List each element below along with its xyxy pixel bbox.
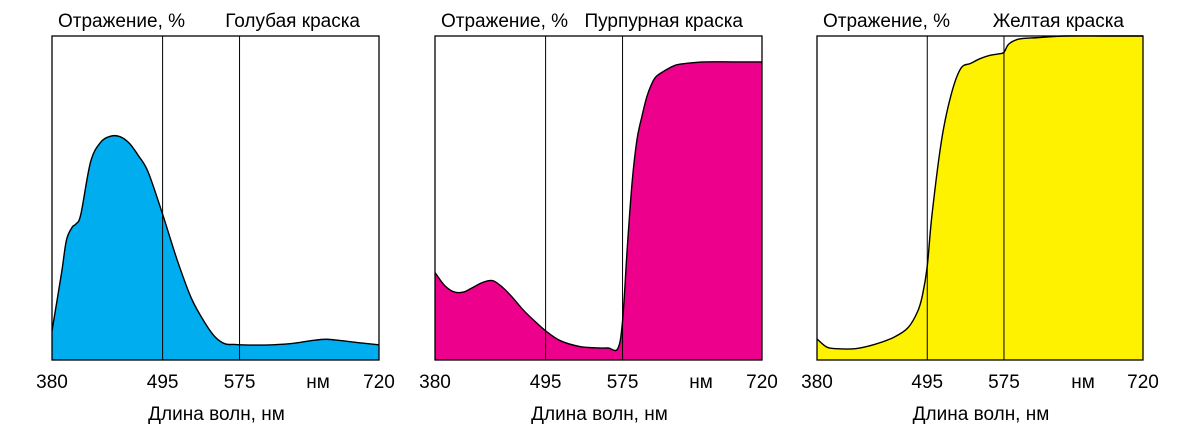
y-axis-label: Отражение, % — [58, 11, 185, 32]
x-tick-label: 720 — [1127, 372, 1159, 393]
x-tick-label: 495 — [147, 372, 179, 393]
x-tick-label: 575 — [224, 372, 256, 393]
chart-title: Желтая краска — [993, 11, 1125, 32]
chart-title: Голубая краска — [225, 11, 360, 32]
x-tick-label: 380 — [36, 372, 68, 393]
plot-frame — [434, 35, 763, 361]
reflectance-curve — [51, 134, 380, 346]
x-tick-label: 720 — [363, 372, 395, 393]
x-axis-label: Длина волн, нм — [913, 404, 1050, 425]
x-unit-label: нм — [306, 372, 330, 393]
x-axis-label: Длина волн, нм — [531, 404, 668, 425]
x-tick-label: 380 — [801, 372, 833, 393]
reflectance-area — [435, 61, 762, 361]
reflectance-curve — [816, 35, 1143, 350]
chart-panel-3: Отражение, % Желтая краска 380 495 575 720 нм Д… — [801, 11, 1159, 425]
chart-title: Пурпурная краска — [584, 11, 743, 32]
plot-frame — [51, 35, 380, 361]
x-tick-label: 495 — [911, 372, 943, 393]
x-unit-label: нм — [689, 372, 713, 393]
y-axis-label: Отражение, % — [823, 11, 950, 32]
x-tick-label: 720 — [746, 372, 778, 393]
x-tick-label: 575 — [988, 372, 1020, 393]
x-unit-label: нм — [1071, 372, 1095, 393]
reflectance-curve — [434, 61, 762, 352]
x-tick-label: 495 — [530, 372, 562, 393]
x-tick-label: 380 — [419, 372, 451, 393]
x-tick-label: 575 — [607, 372, 639, 393]
plot-frame — [816, 35, 1144, 361]
x-axis-label: Длина волн, нм — [148, 404, 285, 425]
chart-panel-2: Отражение, % Пурпурная краска 380 495 575 720… — [419, 11, 778, 425]
chart-panel-1: Отражение, % Голубая краска 380 495 575 720 нм… — [36, 11, 395, 425]
reflectance-area — [817, 35, 1143, 360]
y-axis-label: Отражение, % — [441, 11, 568, 32]
reflectance-area — [52, 135, 379, 360]
